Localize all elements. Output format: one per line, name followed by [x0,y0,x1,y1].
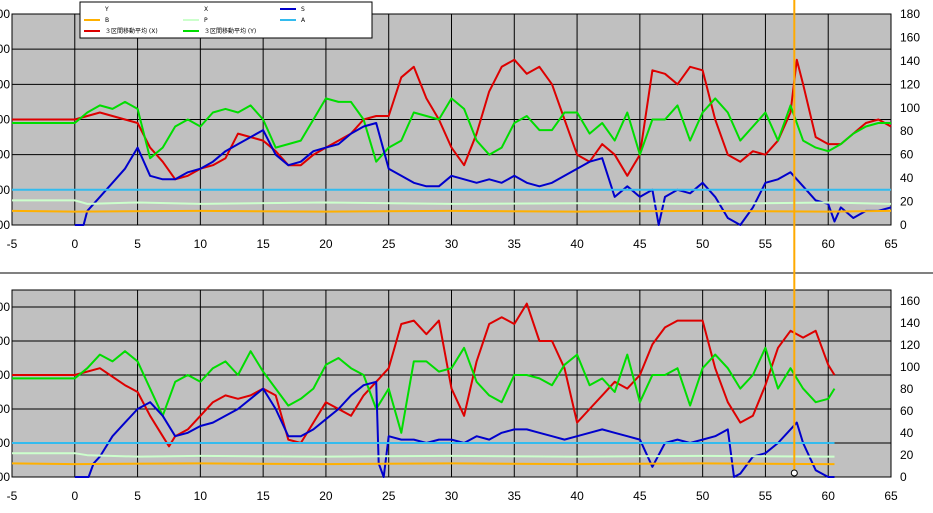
legend-label: B [105,17,109,24]
x-tick-label: 0 [71,489,78,503]
x-tick-label: 55 [759,237,773,251]
cursor-marker [790,469,798,477]
y-tick-label: 2500 [0,334,10,348]
x-tick-label: 20 [319,237,333,251]
x-tick-label: 35 [508,237,522,251]
x-tick-label: 5 [134,237,141,251]
x-tick-label: 45 [633,489,647,503]
x-tick-label: 60 [822,237,836,251]
panel-1: 5001000150020002500300035000204060801001… [0,7,920,251]
y2-tick-label: 160 [900,30,920,44]
series-line-S [74,122,892,226]
x-tick-label: 55 [759,489,773,503]
legend-label: X [204,6,208,13]
x-tick-label: 25 [382,489,396,503]
y2-tick-label: 20 [900,448,914,462]
y2-tick-label: 0 [900,218,907,232]
y-tick-label: 2500 [0,77,10,91]
legend-label: ３区間移動平均 (X) [105,27,158,35]
y2-tick-label: 80 [900,124,914,138]
x-tick-label: 50 [696,237,710,251]
x-tick-label: 35 [508,489,522,503]
y2-tick-label: 60 [900,148,914,162]
y-tick-label: 1000 [0,436,10,450]
panel-2: 5001000150020002500300002040608010012014… [0,289,920,503]
series-line-P [12,199,892,205]
y2-tick-label: 160 [900,294,920,308]
y-tick-label: 1500 [0,148,10,162]
x-tick-label: 25 [382,237,396,251]
y2-tick-label: 40 [900,426,914,440]
legend-label: ３区間移動平均 (Y) [204,27,256,35]
y2-tick-label: 120 [900,77,920,91]
y-tick-label: 500 [0,218,10,232]
x-tick-label: 15 [256,489,270,503]
x-tick-label: 5 [134,489,141,503]
series-line-３区間移動平均 (Y) [12,346,836,434]
series-line-P [12,452,835,458]
y2-tick-label: 180 [900,7,920,21]
y2-tick-label: 100 [900,101,920,115]
x-tick-label: 0 [71,237,78,251]
x-tick-label: -5 [7,489,18,503]
x-tick-label: 20 [319,489,333,503]
y2-tick-label: 80 [900,382,914,396]
x-tick-label: 10 [194,489,208,503]
y2-tick-label: 0 [900,470,907,484]
x-tick-label: 15 [256,237,270,251]
y-tick-label: 1500 [0,402,10,416]
y-tick-label: 3500 [0,7,10,21]
y2-tick-label: 40 [900,171,914,185]
x-tick-label: 40 [570,489,584,503]
y2-tick-label: 100 [900,360,920,374]
legend-label: S [301,6,305,13]
series-line-３区間移動平均 (Y) [12,97,891,163]
y-tick-label: 500 [0,470,10,484]
series-line-B [11,209,892,213]
y-tick-label: 3000 [0,42,10,56]
x-tick-label: 60 [822,489,836,503]
y-tick-label: 2000 [0,113,10,127]
y-tick-label: 1000 [0,183,10,197]
series-line-B [11,462,835,466]
x-tick-label: 65 [884,489,898,503]
legend-label: P [204,17,208,24]
x-tick-label: 45 [633,237,647,251]
series-line-３区間移動平均 (X) [12,302,836,448]
x-tick-label: 65 [884,237,898,251]
legend-label: A [301,17,306,24]
y-tick-label: 2000 [0,368,10,382]
x-tick-label: 10 [194,237,208,251]
x-tick-label: 30 [445,489,459,503]
y2-tick-label: 20 [900,195,914,209]
series-line-３区間移動平均 (X) [12,58,892,181]
x-tick-label: 30 [445,237,459,251]
legend: Y X S B P A ３区間移動平均 (X) ３区間移動平均 (Y) [79,1,373,39]
legend-label: Y [104,6,109,13]
x-tick-label: 40 [570,237,584,251]
x-tick-label: 50 [696,489,710,503]
y2-tick-label: 140 [900,54,920,68]
series-line-S [74,380,835,478]
y2-tick-label: 140 [900,316,920,330]
x-tick-label: -5 [7,237,18,251]
y-tick-label: 3000 [0,300,10,314]
legend-box [79,1,373,39]
y2-tick-label: 120 [900,338,920,352]
y2-tick-label: 60 [900,404,914,418]
